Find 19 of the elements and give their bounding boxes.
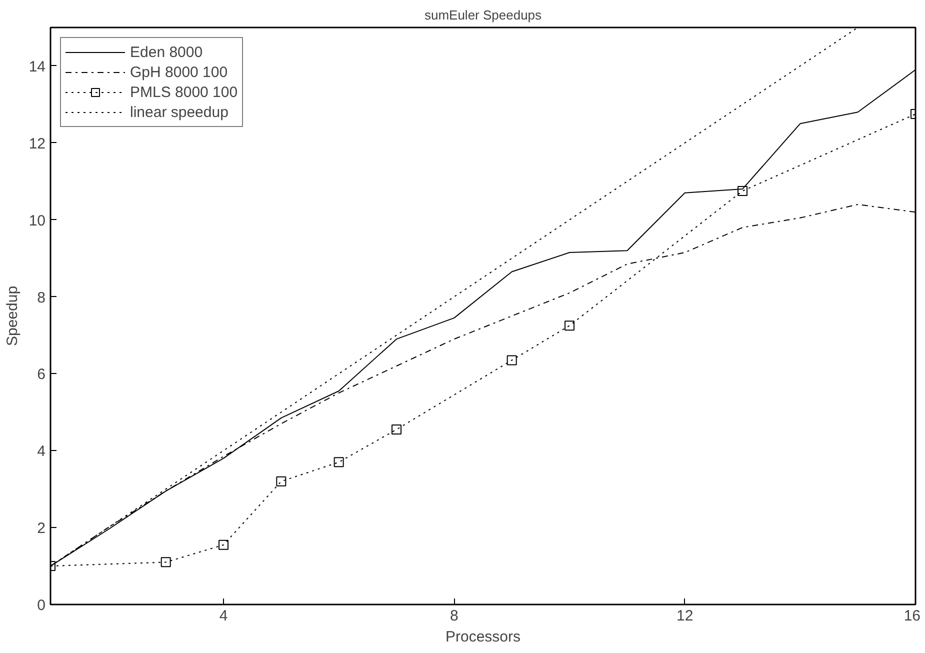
legend-label: Eden 8000 xyxy=(130,44,203,60)
x-tick-label: 8 xyxy=(450,608,458,624)
y-tick-label: 14 xyxy=(28,58,46,76)
y-axis-title: Speedup xyxy=(4,286,21,346)
y-tick-label: 2 xyxy=(37,520,46,538)
y-tick-label: 8 xyxy=(37,289,46,306)
legend-label: PMLS 8000 100 xyxy=(130,84,238,100)
y-tick-label: 12 xyxy=(28,135,46,152)
y-tick-label: 0 xyxy=(37,597,46,614)
y-tick-label: 4 xyxy=(37,443,46,460)
legend-label: linear speedup xyxy=(130,104,228,120)
y-tick-label: 10 xyxy=(28,212,46,230)
legend-label: GpH 8000 100 xyxy=(130,64,228,80)
x-tick-label: 4 xyxy=(219,608,228,624)
y-tick-label: 6 xyxy=(37,366,46,384)
x-axis-title: Processors xyxy=(445,628,521,646)
x-tick-label: 16 xyxy=(904,608,921,624)
chart-title: sumEuler Speedups xyxy=(424,8,542,22)
x-tick-label: 12 xyxy=(676,608,694,624)
